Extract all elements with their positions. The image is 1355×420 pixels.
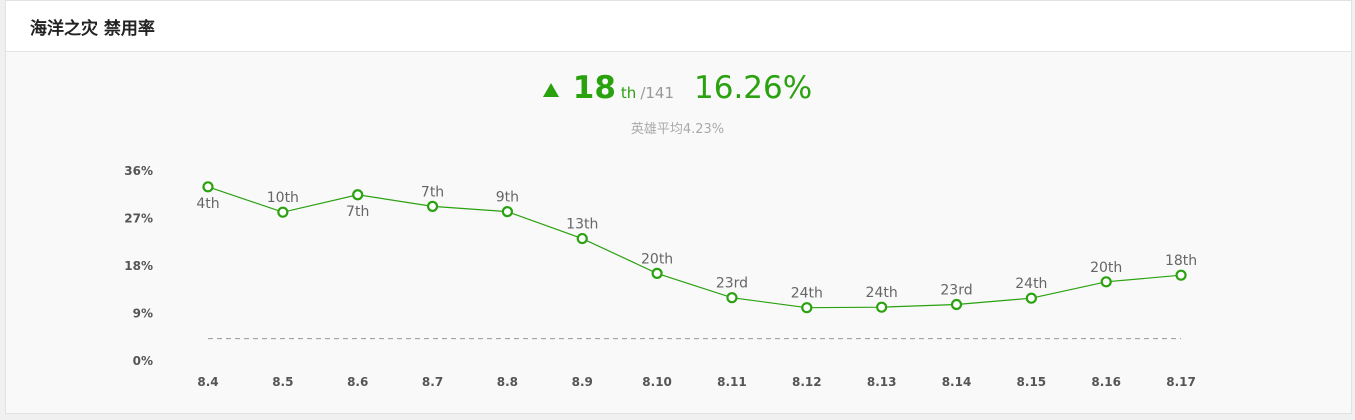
data-label: 23rd xyxy=(940,283,972,299)
average-rate-text: 英雄平均4.23% xyxy=(630,122,725,137)
x-tick-label: 8.10 xyxy=(642,375,672,389)
panel-title: 海洋之灾 禁用率 xyxy=(6,1,1351,52)
data-point xyxy=(801,302,813,314)
x-tick-label: 8.12 xyxy=(792,375,822,389)
data-point xyxy=(352,189,364,201)
x-tick-label: 8.7 xyxy=(422,375,443,389)
x-tick-label: 8.17 xyxy=(1166,375,1196,389)
x-tick-label: 8.4 xyxy=(197,375,218,389)
data-point xyxy=(426,200,439,212)
data-label: 20th xyxy=(641,251,673,267)
data-label: 18th xyxy=(1165,253,1197,269)
y-tick-label: 18% xyxy=(124,259,153,273)
data-point xyxy=(1025,292,1037,304)
x-tick-label: 8.16 xyxy=(1091,375,1121,389)
data-label: 23rd xyxy=(716,276,748,292)
data-point xyxy=(277,206,289,218)
y-tick-label: 36% xyxy=(124,164,153,178)
data-point xyxy=(1100,276,1112,288)
data-point xyxy=(202,181,214,193)
data-label: 20th xyxy=(1090,260,1122,276)
series-line xyxy=(207,186,1182,309)
data-label: 4th xyxy=(196,196,219,212)
rank-summary: 18 th /141 16.26% xyxy=(0,70,1355,106)
y-tick-label: 27% xyxy=(124,212,153,226)
data-label: 7th xyxy=(421,184,444,200)
rank-suffix: th xyxy=(620,84,637,102)
x-tick-label: 8.14 xyxy=(942,375,972,389)
data-label: 24th xyxy=(791,286,823,302)
triangle-up-icon xyxy=(542,83,559,97)
x-tick-label: 8.8 xyxy=(497,375,518,389)
data-point xyxy=(501,206,513,218)
data-label: 10th xyxy=(267,190,299,206)
data-label: 13th xyxy=(566,217,598,233)
ban-rate-value: 16.26% xyxy=(694,70,813,106)
data-point xyxy=(576,232,588,245)
data-label: 24th xyxy=(866,285,898,301)
rank-number: 18 xyxy=(572,70,616,106)
x-tick-label: 8.6 xyxy=(347,375,368,389)
x-tick-label: 8.5 xyxy=(272,375,293,389)
rank-total: /141 xyxy=(640,84,674,102)
data-label: 9th xyxy=(496,190,519,206)
data-point xyxy=(1175,269,1187,281)
x-tick-label: 8.11 xyxy=(717,375,747,389)
y-tick-label: 9% xyxy=(133,307,153,321)
data-point xyxy=(950,298,963,311)
data-point xyxy=(876,301,888,313)
data-point xyxy=(651,267,663,279)
data-point xyxy=(726,292,738,304)
x-tick-label: 8.9 xyxy=(572,375,593,389)
x-tick-label: 8.13 xyxy=(867,375,897,389)
data-label: 24th xyxy=(1015,276,1047,292)
data-label: 7th xyxy=(346,204,369,220)
x-tick-label: 8.15 xyxy=(1017,375,1047,389)
ban-rate-panel: 海洋之灾 禁用率 xyxy=(5,0,1352,414)
y-tick-label: 0% xyxy=(133,354,153,368)
